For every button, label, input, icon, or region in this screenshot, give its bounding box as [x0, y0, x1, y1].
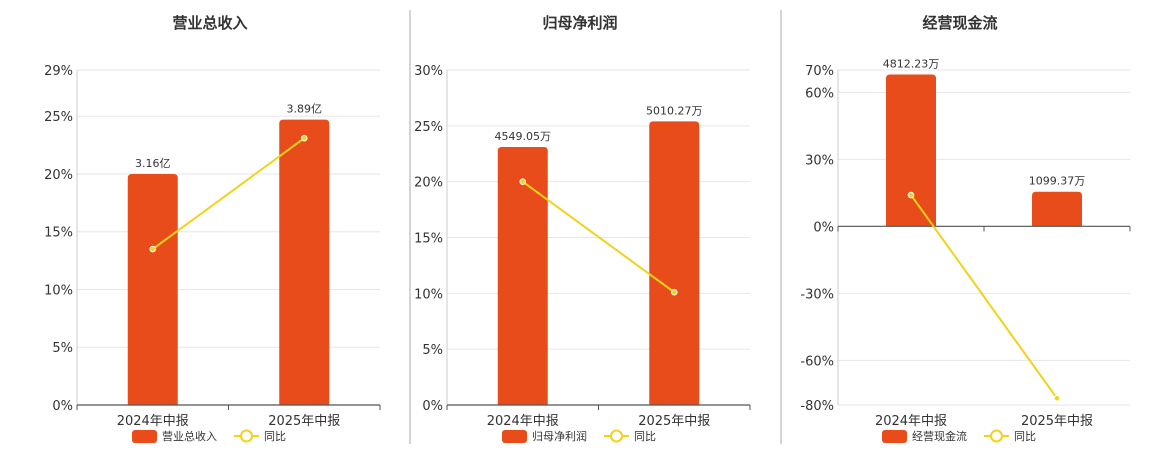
- y-tick-label: 30%: [414, 64, 443, 79]
- yoy-point: [519, 178, 527, 185]
- legend-line-marker: [240, 429, 253, 443]
- y-tick-label: -60%: [800, 354, 834, 369]
- x-category-label: 2024年中报: [875, 414, 947, 429]
- bar: [1032, 191, 1082, 227]
- bar-data-label: 3.89亿: [287, 103, 323, 116]
- chart-title: 经营现金流: [922, 14, 997, 32]
- legend-bar-swatch: [502, 430, 527, 443]
- bar: [127, 173, 178, 405]
- bar: [497, 147, 548, 406]
- legend-bar-label: 营业总收入: [162, 429, 217, 443]
- legend-bar-swatch: [882, 430, 907, 443]
- chart-panel-2: 归母净利润 0% 5% 10% 15% 20% 25% 30% 4549.05万 5010.27万…: [414, 14, 751, 443]
- y-tick-label: 20%: [414, 176, 443, 191]
- y-tick-label: 0%: [52, 399, 73, 414]
- x-category-label: 2025年中报: [268, 414, 340, 429]
- legend-line-label: 同比: [1014, 430, 1036, 443]
- y-tick-label: 10%: [44, 283, 73, 298]
- y-tick-label: 0%: [422, 399, 443, 414]
- x-category-label: 2024年中报: [487, 414, 559, 429]
- y-tick-label: 70%: [805, 64, 834, 79]
- legend-bar-label: 归母净利润: [532, 429, 587, 443]
- chart-title: 归母净利润: [542, 14, 617, 32]
- yoy-line: [152, 137, 305, 250]
- bar: [279, 119, 330, 405]
- bar-data-label: 4549.05万: [495, 130, 552, 143]
- y-tick-label: 15%: [44, 226, 73, 241]
- y-tick-label: 25%: [414, 120, 443, 135]
- y-tick-label: 0%: [813, 220, 834, 235]
- bar: [886, 74, 936, 227]
- y-tick-label: 60%: [805, 86, 834, 101]
- chart-panel-1: 营业总收入 0% 5% 10% 15% 20% 25% 29% 3.16亿 3.89亿 2024年中…: [44, 14, 381, 443]
- legend-line-marker: [990, 429, 1003, 443]
- legend-line-label: 同比: [634, 430, 656, 443]
- yoy-point: [907, 191, 915, 199]
- y-tick-label: 30%: [805, 153, 834, 168]
- x-category-label: 2025年中报: [638, 414, 710, 429]
- yoy-point: [1053, 395, 1061, 402]
- y-tick-label: 10%: [414, 287, 443, 302]
- y-tick-label: 25%: [44, 110, 73, 125]
- legend-line-label: 同比: [264, 430, 286, 443]
- y-tick-label: -30%: [800, 287, 834, 302]
- bar-data-label: 1099.37万: [1029, 175, 1086, 188]
- y-tick-label: 5%: [52, 341, 73, 356]
- y-tick-label: 5%: [422, 343, 443, 358]
- legend-bar-swatch: [132, 430, 157, 443]
- yoy-point: [300, 134, 308, 142]
- yoy-point: [149, 245, 157, 253]
- bar-data-label: 3.16亿: [135, 157, 171, 170]
- yoy-line: [910, 194, 1058, 399]
- y-tick-label: 20%: [44, 168, 73, 183]
- x-category-label: 2025年中报: [1021, 414, 1093, 429]
- bar-data-label: 5010.27万: [646, 104, 703, 117]
- chart-panel-3: 经营现金流 -80% -60% -30% 0% 30% 60% 70% 4812.23万 1099…: [800, 14, 1131, 443]
- legend-line-marker: [610, 429, 623, 443]
- chart-title: 营业总收入: [172, 14, 247, 32]
- y-tick-label: 15%: [414, 232, 443, 247]
- bar: [649, 121, 700, 405]
- yoy-point: [670, 288, 678, 296]
- bar-data-label: 4812.23万: [883, 57, 940, 70]
- x-category-label: 2024年中报: [117, 414, 189, 429]
- y-tick-label: 29%: [44, 64, 73, 79]
- y-tick-label: -80%: [800, 399, 834, 414]
- yoy-line: [522, 180, 675, 294]
- legend-bar-label: 经营现金流: [912, 429, 967, 443]
